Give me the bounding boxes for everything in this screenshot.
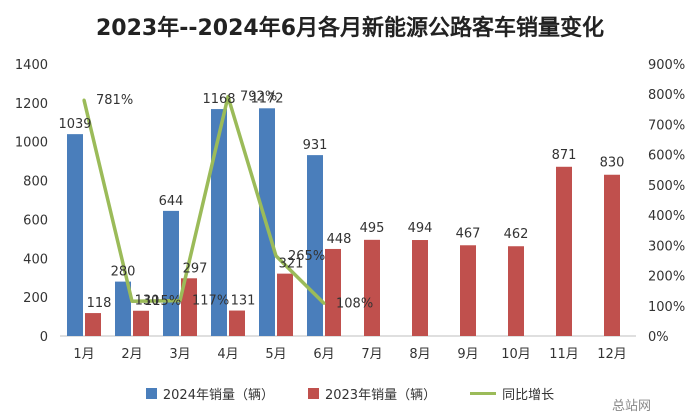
x-tick-label-11: 12月: [597, 347, 627, 362]
y-right-tick-label-1: 100%: [648, 300, 685, 315]
y-right-tick-label-6: 600%: [648, 149, 685, 164]
y-left-tick-label-1: 200: [23, 291, 48, 306]
y-left-tick-label-5: 1000: [15, 136, 48, 151]
data-label-2023-6: 495: [360, 221, 385, 236]
bar-2023-8: [460, 245, 476, 336]
y-right-tick-label-0: 0%: [648, 330, 669, 345]
y-right-tick-label-8: 800%: [648, 88, 685, 103]
legend-item-2023[interactable]: 2023年销量（辆）: [307, 384, 437, 403]
growth-point-2: [178, 299, 182, 303]
data-label-2023-8: 467: [456, 226, 481, 241]
bar-2023-7: [412, 240, 428, 336]
x-tick-label-3: 4月: [217, 347, 238, 362]
y-right-tick-label-4: 400%: [648, 209, 685, 224]
bar-2024-2: [163, 210, 179, 336]
growth-point-1: [130, 299, 134, 303]
legend-item-2024[interactable]: 2024年销量（辆）: [145, 384, 274, 403]
data-label-2023-7: 494: [408, 221, 433, 236]
legend-swatch-2024: [145, 387, 157, 399]
x-tick-label-8: 9月: [457, 347, 478, 362]
y-right-tick-label-5: 500%: [648, 179, 685, 194]
growth-label-3: 792%: [240, 90, 277, 105]
legend-label-2024: 2024年销量（辆）: [162, 387, 274, 403]
y-left-tick-label-2: 400: [23, 252, 48, 267]
legend-label-2023: 2023年销量（辆）: [324, 387, 437, 403]
data-label-2024-1: 280: [111, 265, 136, 280]
bar-2023-4: [277, 273, 293, 336]
growth-point-3: [226, 95, 230, 99]
y-left-tick-label-3: 600: [23, 213, 48, 228]
data-label-2024-3: 1168: [202, 92, 235, 107]
bar-2023-0: [85, 313, 101, 336]
data-label-2023-10: 871: [552, 148, 577, 163]
bar-2023-1: [133, 310, 149, 336]
growth-label-2: 117%: [192, 294, 229, 309]
x-tick-label-10: 11月: [549, 347, 579, 362]
y-left-tick-label-0: 0: [40, 330, 48, 345]
data-label-2023-2: 297: [183, 261, 208, 276]
legend-swatch-growth: [470, 391, 497, 395]
legend-label-growth: 同比增长: [502, 387, 555, 403]
chart-title: 2023年--2024年6月各月新能源公路客车销量变化: [95, 16, 605, 41]
data-label-2023-11: 830: [600, 156, 625, 171]
data-label-2023-5: 448: [327, 232, 352, 247]
bar-2024-0: [67, 134, 83, 336]
y-left-tick-label-7: 1400: [15, 58, 48, 73]
data-label-2023-9: 462: [504, 227, 529, 242]
y-left-tick-label-6: 1200: [15, 97, 48, 112]
x-tick-label-0: 1月: [73, 347, 94, 362]
x-tick-label-2: 3月: [169, 347, 190, 362]
growth-label-1: 115%: [144, 294, 181, 309]
growth-point-5: [322, 301, 326, 305]
data-label-2023-0: 118: [87, 296, 112, 311]
growth-point-0: [82, 98, 86, 102]
data-label-2023-3: 131: [231, 294, 256, 309]
data-label-2024-0: 1039: [58, 117, 91, 132]
chart-legend: 2024年销量（辆） 2023年销量（辆） 同比增长: [0, 381, 700, 405]
y-right-tick-label-3: 300%: [648, 239, 685, 254]
y-right-tick-label-2: 200%: [648, 270, 685, 285]
x-tick-label-5: 6月: [313, 347, 334, 362]
legend-item-growth[interactable]: 同比增长: [470, 384, 554, 403]
x-tick-label-6: 7月: [361, 347, 382, 362]
data-label-2024-2: 644: [159, 194, 184, 209]
bar-2023-11: [604, 174, 620, 336]
growth-point-4: [274, 254, 278, 258]
bar-2024-1: [115, 281, 131, 336]
bar-2024-5: [307, 155, 323, 336]
x-tick-label-4: 5月: [265, 347, 286, 362]
growth-label-0: 781%: [96, 93, 133, 108]
y-right-tick-label-7: 700%: [648, 118, 685, 133]
bar-2023-6: [364, 239, 380, 336]
growth-label-4: 265%: [288, 249, 325, 264]
bar-2023-5: [325, 248, 341, 336]
y-left-tick-label-4: 800: [23, 175, 48, 190]
x-tick-label-1: 2月: [121, 347, 142, 362]
bar-2023-9: [508, 246, 524, 336]
bar-2023-2: [181, 278, 197, 336]
x-tick-label-7: 8月: [409, 347, 430, 362]
legend-swatch-2023: [307, 387, 319, 399]
bar-2024-3: [211, 109, 227, 337]
growth-line: [82, 94, 326, 305]
data-label-2023-1: 130: [135, 294, 160, 309]
y-right-tick-label-9: 900%: [648, 58, 685, 73]
growth-label-5: 108%: [336, 296, 373, 311]
data-label-2024-4: 1172: [250, 91, 283, 106]
bar-2023-3: [229, 310, 245, 336]
x-tick-label-9: 10月: [501, 347, 531, 362]
data-label-2024-5: 931: [303, 138, 328, 153]
bar-2023-10: [556, 166, 572, 336]
data-label-2023-4: 321: [279, 257, 304, 272]
watermark-text: 总站网: [612, 399, 652, 414]
